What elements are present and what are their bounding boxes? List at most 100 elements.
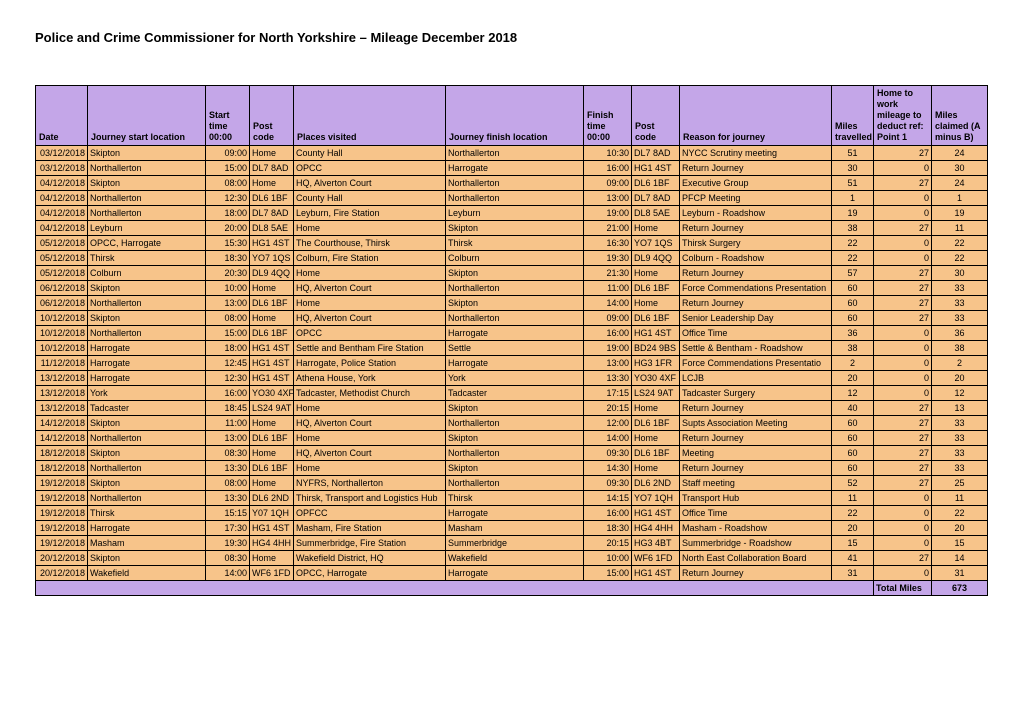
cell-deduct: 0 bbox=[874, 191, 932, 206]
cell-finish-time: 17:15 bbox=[584, 386, 632, 401]
cell-claim: 12 bbox=[932, 386, 988, 401]
cell-claim: 33 bbox=[932, 431, 988, 446]
table-row: 10/12/2018Harrogate18:00HG1 4STSettle an… bbox=[36, 341, 988, 356]
cell-finish-time: 16:00 bbox=[584, 161, 632, 176]
cell-finish-time: 19:00 bbox=[584, 206, 632, 221]
cell-reason: North East Collaboration Board bbox=[680, 551, 832, 566]
cell-date: 14/12/2018 bbox=[36, 416, 88, 431]
cell-start-time: 16:00 bbox=[206, 386, 250, 401]
cell-deduct: 0 bbox=[874, 491, 932, 506]
cell-reason: Return Journey bbox=[680, 461, 832, 476]
cell-finish-loc: Northallerton bbox=[446, 311, 584, 326]
cell-reason: Return Journey bbox=[680, 221, 832, 236]
footer-row: Total Miles 673 bbox=[36, 581, 988, 596]
cell-places: County Hall bbox=[294, 191, 446, 206]
cell-claim: 11 bbox=[932, 491, 988, 506]
cell-finish-loc: Northallerton bbox=[446, 281, 584, 296]
cell-reason: NYCC Scrutiny meeting bbox=[680, 146, 832, 161]
cell-start-time: 08:30 bbox=[206, 551, 250, 566]
table-row: 19/12/2018Thirsk15:15Y07 1QHOPFCCHarroga… bbox=[36, 506, 988, 521]
cell-claim: 22 bbox=[932, 251, 988, 266]
cell-start-time: 15:30 bbox=[206, 236, 250, 251]
cell-reason: Force Commendations Presentation bbox=[680, 281, 832, 296]
cell-postcode2: WF6 1FD bbox=[632, 551, 680, 566]
cell-reason: Return Journey bbox=[680, 161, 832, 176]
cell-claim: 24 bbox=[932, 176, 988, 191]
cell-start-loc: Harrogate bbox=[88, 356, 206, 371]
cell-postcode2: Home bbox=[632, 296, 680, 311]
cell-postcode1: Home bbox=[250, 176, 294, 191]
cell-finish-time: 16:00 bbox=[584, 506, 632, 521]
cell-start-time: 14:00 bbox=[206, 566, 250, 581]
cell-postcode1: LS24 9AT bbox=[250, 401, 294, 416]
cell-miles: 19 bbox=[832, 206, 874, 221]
cell-claim: 33 bbox=[932, 416, 988, 431]
cell-claim: 2 bbox=[932, 356, 988, 371]
cell-start-loc: Northallerton bbox=[88, 161, 206, 176]
cell-start-time: 12:30 bbox=[206, 371, 250, 386]
cell-places: Masham, Fire Station bbox=[294, 521, 446, 536]
col-date: Date bbox=[36, 86, 88, 146]
cell-places: Wakefield District, HQ bbox=[294, 551, 446, 566]
table-row: 03/12/2018Northallerton15:00DL7 8ADOPCCH… bbox=[36, 161, 988, 176]
cell-start-loc: Masham bbox=[88, 536, 206, 551]
cell-start-time: 08:00 bbox=[206, 176, 250, 191]
cell-date: 18/12/2018 bbox=[36, 461, 88, 476]
cell-postcode2: LS24 9AT bbox=[632, 386, 680, 401]
cell-miles: 11 bbox=[832, 491, 874, 506]
cell-finish-loc: Skipton bbox=[446, 296, 584, 311]
cell-reason: Leyburn - Roadshow bbox=[680, 206, 832, 221]
cell-postcode1: DL8 5AE bbox=[250, 221, 294, 236]
cell-places: OPCC, Harrogate bbox=[294, 566, 446, 581]
cell-places: HQ, Alverton Court bbox=[294, 446, 446, 461]
cell-start-time: 18:00 bbox=[206, 341, 250, 356]
table-row: 19/12/2018Harrogate17:30HG1 4STMasham, F… bbox=[36, 521, 988, 536]
cell-places: The Courthouse, Thirsk bbox=[294, 236, 446, 251]
cell-postcode1: Home bbox=[250, 146, 294, 161]
cell-claim: 31 bbox=[932, 566, 988, 581]
cell-start-loc: Skipton bbox=[88, 176, 206, 191]
cell-reason: Return Journey bbox=[680, 431, 832, 446]
cell-claim: 13 bbox=[932, 401, 988, 416]
cell-miles: 57 bbox=[832, 266, 874, 281]
cell-claim: 24 bbox=[932, 146, 988, 161]
cell-finish-time: 13:00 bbox=[584, 356, 632, 371]
cell-postcode2: HG1 4ST bbox=[632, 161, 680, 176]
cell-finish-time: 11:00 bbox=[584, 281, 632, 296]
cell-places: Home bbox=[294, 266, 446, 281]
cell-postcode1: Y07 1QH bbox=[250, 506, 294, 521]
table-row: 06/12/2018Northallerton13:00DL6 1BFHomeS… bbox=[36, 296, 988, 311]
cell-reason: Return Journey bbox=[680, 266, 832, 281]
table-row: 10/12/2018Skipton08:00HomeHQ, Alverton C… bbox=[36, 311, 988, 326]
cell-start-loc: Northallerton bbox=[88, 326, 206, 341]
col-places: Places visited bbox=[294, 86, 446, 146]
cell-postcode1: HG1 4ST bbox=[250, 521, 294, 536]
table-row: 13/12/2018Tadcaster18:45LS24 9ATHomeSkip… bbox=[36, 401, 988, 416]
cell-places: Summerbridge, Fire Station bbox=[294, 536, 446, 551]
cell-start-loc: Leyburn bbox=[88, 221, 206, 236]
cell-date: 20/12/2018 bbox=[36, 566, 88, 581]
cell-date: 13/12/2018 bbox=[36, 386, 88, 401]
cell-deduct: 27 bbox=[874, 176, 932, 191]
cell-miles: 20 bbox=[832, 371, 874, 386]
cell-postcode1: Home bbox=[250, 281, 294, 296]
cell-finish-time: 21:30 bbox=[584, 266, 632, 281]
cell-postcode2: DL6 2ND bbox=[632, 476, 680, 491]
cell-places: NYFRS, Northallerton bbox=[294, 476, 446, 491]
cell-miles: 41 bbox=[832, 551, 874, 566]
cell-postcode1: DL6 1BF bbox=[250, 326, 294, 341]
table-row: 20/12/2018Skipton08:30HomeWakefield Dist… bbox=[36, 551, 988, 566]
table-row: 18/12/2018Skipton08:30HomeHQ, Alverton C… bbox=[36, 446, 988, 461]
cell-postcode2: YO30 4XF bbox=[632, 371, 680, 386]
cell-finish-loc: Northallerton bbox=[446, 416, 584, 431]
cell-start-loc: Northallerton bbox=[88, 431, 206, 446]
cell-claim: 36 bbox=[932, 326, 988, 341]
cell-finish-loc: Tadcaster bbox=[446, 386, 584, 401]
cell-postcode1: DL9 4QQ bbox=[250, 266, 294, 281]
cell-date: 10/12/2018 bbox=[36, 311, 88, 326]
cell-reason: Colburn - Roadshow bbox=[680, 251, 832, 266]
cell-start-loc: Northallerton bbox=[88, 491, 206, 506]
cell-date: 05/12/2018 bbox=[36, 251, 88, 266]
table-row: 19/12/2018Northallerton13:30DL6 2NDThirs… bbox=[36, 491, 988, 506]
cell-postcode1: HG1 4ST bbox=[250, 371, 294, 386]
